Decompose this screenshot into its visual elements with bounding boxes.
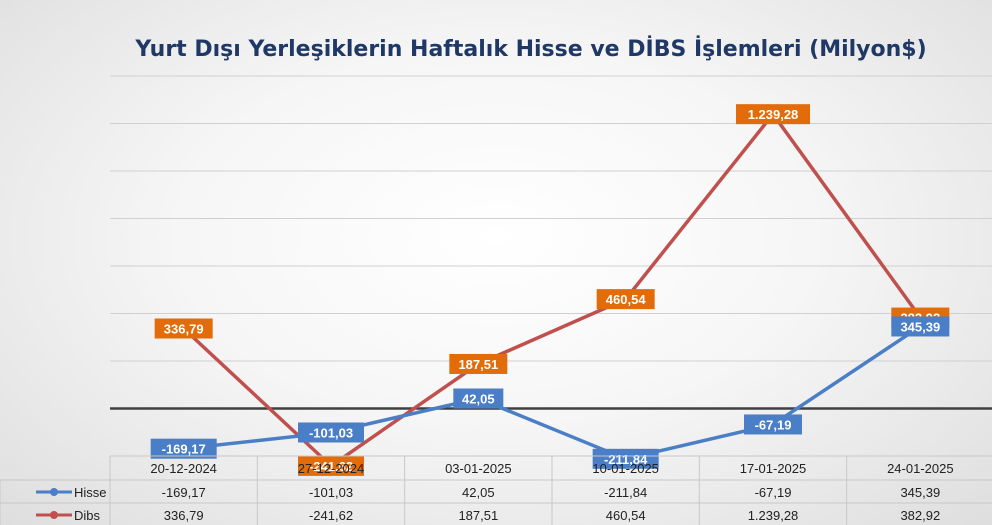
- data-label-box: [298, 455, 364, 476]
- data-label: 1.239,28: [748, 107, 799, 122]
- series-line-hisse: [183, 325, 922, 461]
- x-tick-label: 03-01-2025: [445, 461, 512, 476]
- table-cell: -211,84: [604, 485, 647, 500]
- legend-marker-hisse: [50, 488, 58, 496]
- table-cell: 460,54: [606, 508, 646, 523]
- table-cell: 1.239,28: [748, 508, 799, 523]
- x-tick-label: 24-01-2025: [887, 461, 954, 476]
- data-label: 42,05: [462, 392, 495, 407]
- table-cell: 42,05: [462, 485, 495, 500]
- table-cell: 336,79: [164, 508, 204, 523]
- data-table: 20-12-2024 27-12-2024 03-01-2025 10-01-2025…: [0, 455, 992, 525]
- data-label: 460,54: [606, 292, 647, 307]
- x-tick-label: 20-12-2024: [150, 461, 217, 476]
- legend-label: Dibs: [74, 508, 101, 523]
- chart-title: Yurt Dışı Yerleşiklerin Haftalık Hisse v…: [134, 36, 926, 62]
- data-labels: 336,79-241,62187,51460,541.239,28382,92-…: [150, 104, 950, 476]
- data-label-box: [744, 414, 802, 435]
- data-label: 336,79: [164, 322, 204, 337]
- plot-area: [173, 104, 931, 476]
- data-label: -101,03: [309, 425, 353, 440]
- table-cell: -169,17: [162, 485, 206, 500]
- table-cell: -101,03: [309, 485, 353, 500]
- data-label-box: [592, 448, 659, 469]
- data-label-box: [154, 318, 213, 339]
- table-cell: 345,39: [900, 485, 940, 500]
- legend-marker-dibs: [50, 511, 58, 519]
- data-label: -241,62: [309, 459, 353, 474]
- data-label-box: [453, 388, 504, 409]
- table-cell: 382,92: [900, 508, 940, 523]
- data-label: 345,39: [900, 319, 940, 334]
- table-cell: -67,19: [755, 485, 792, 500]
- data-label: -67,19: [755, 417, 792, 432]
- data-label-box: [298, 422, 364, 443]
- data-label-box: [596, 289, 655, 310]
- data-label: -169,17: [162, 442, 206, 457]
- data-label-box: [150, 438, 217, 459]
- table-cell: 187,51: [458, 508, 498, 523]
- data-label: 187,51: [458, 357, 498, 372]
- gridlines: [110, 75, 992, 457]
- table-cell: -241,62: [309, 508, 353, 523]
- data-label-box: [891, 316, 950, 337]
- data-label-box: [449, 353, 508, 374]
- x-tick-label: 27-12-2024: [298, 461, 365, 476]
- x-tick-label: 10-01-2025: [592, 461, 659, 476]
- series-line-dibs: [182, 112, 922, 468]
- legend-label: Hisse: [74, 485, 107, 500]
- x-tick-label: 17-01-2025: [740, 461, 807, 476]
- data-label-box: [736, 104, 810, 125]
